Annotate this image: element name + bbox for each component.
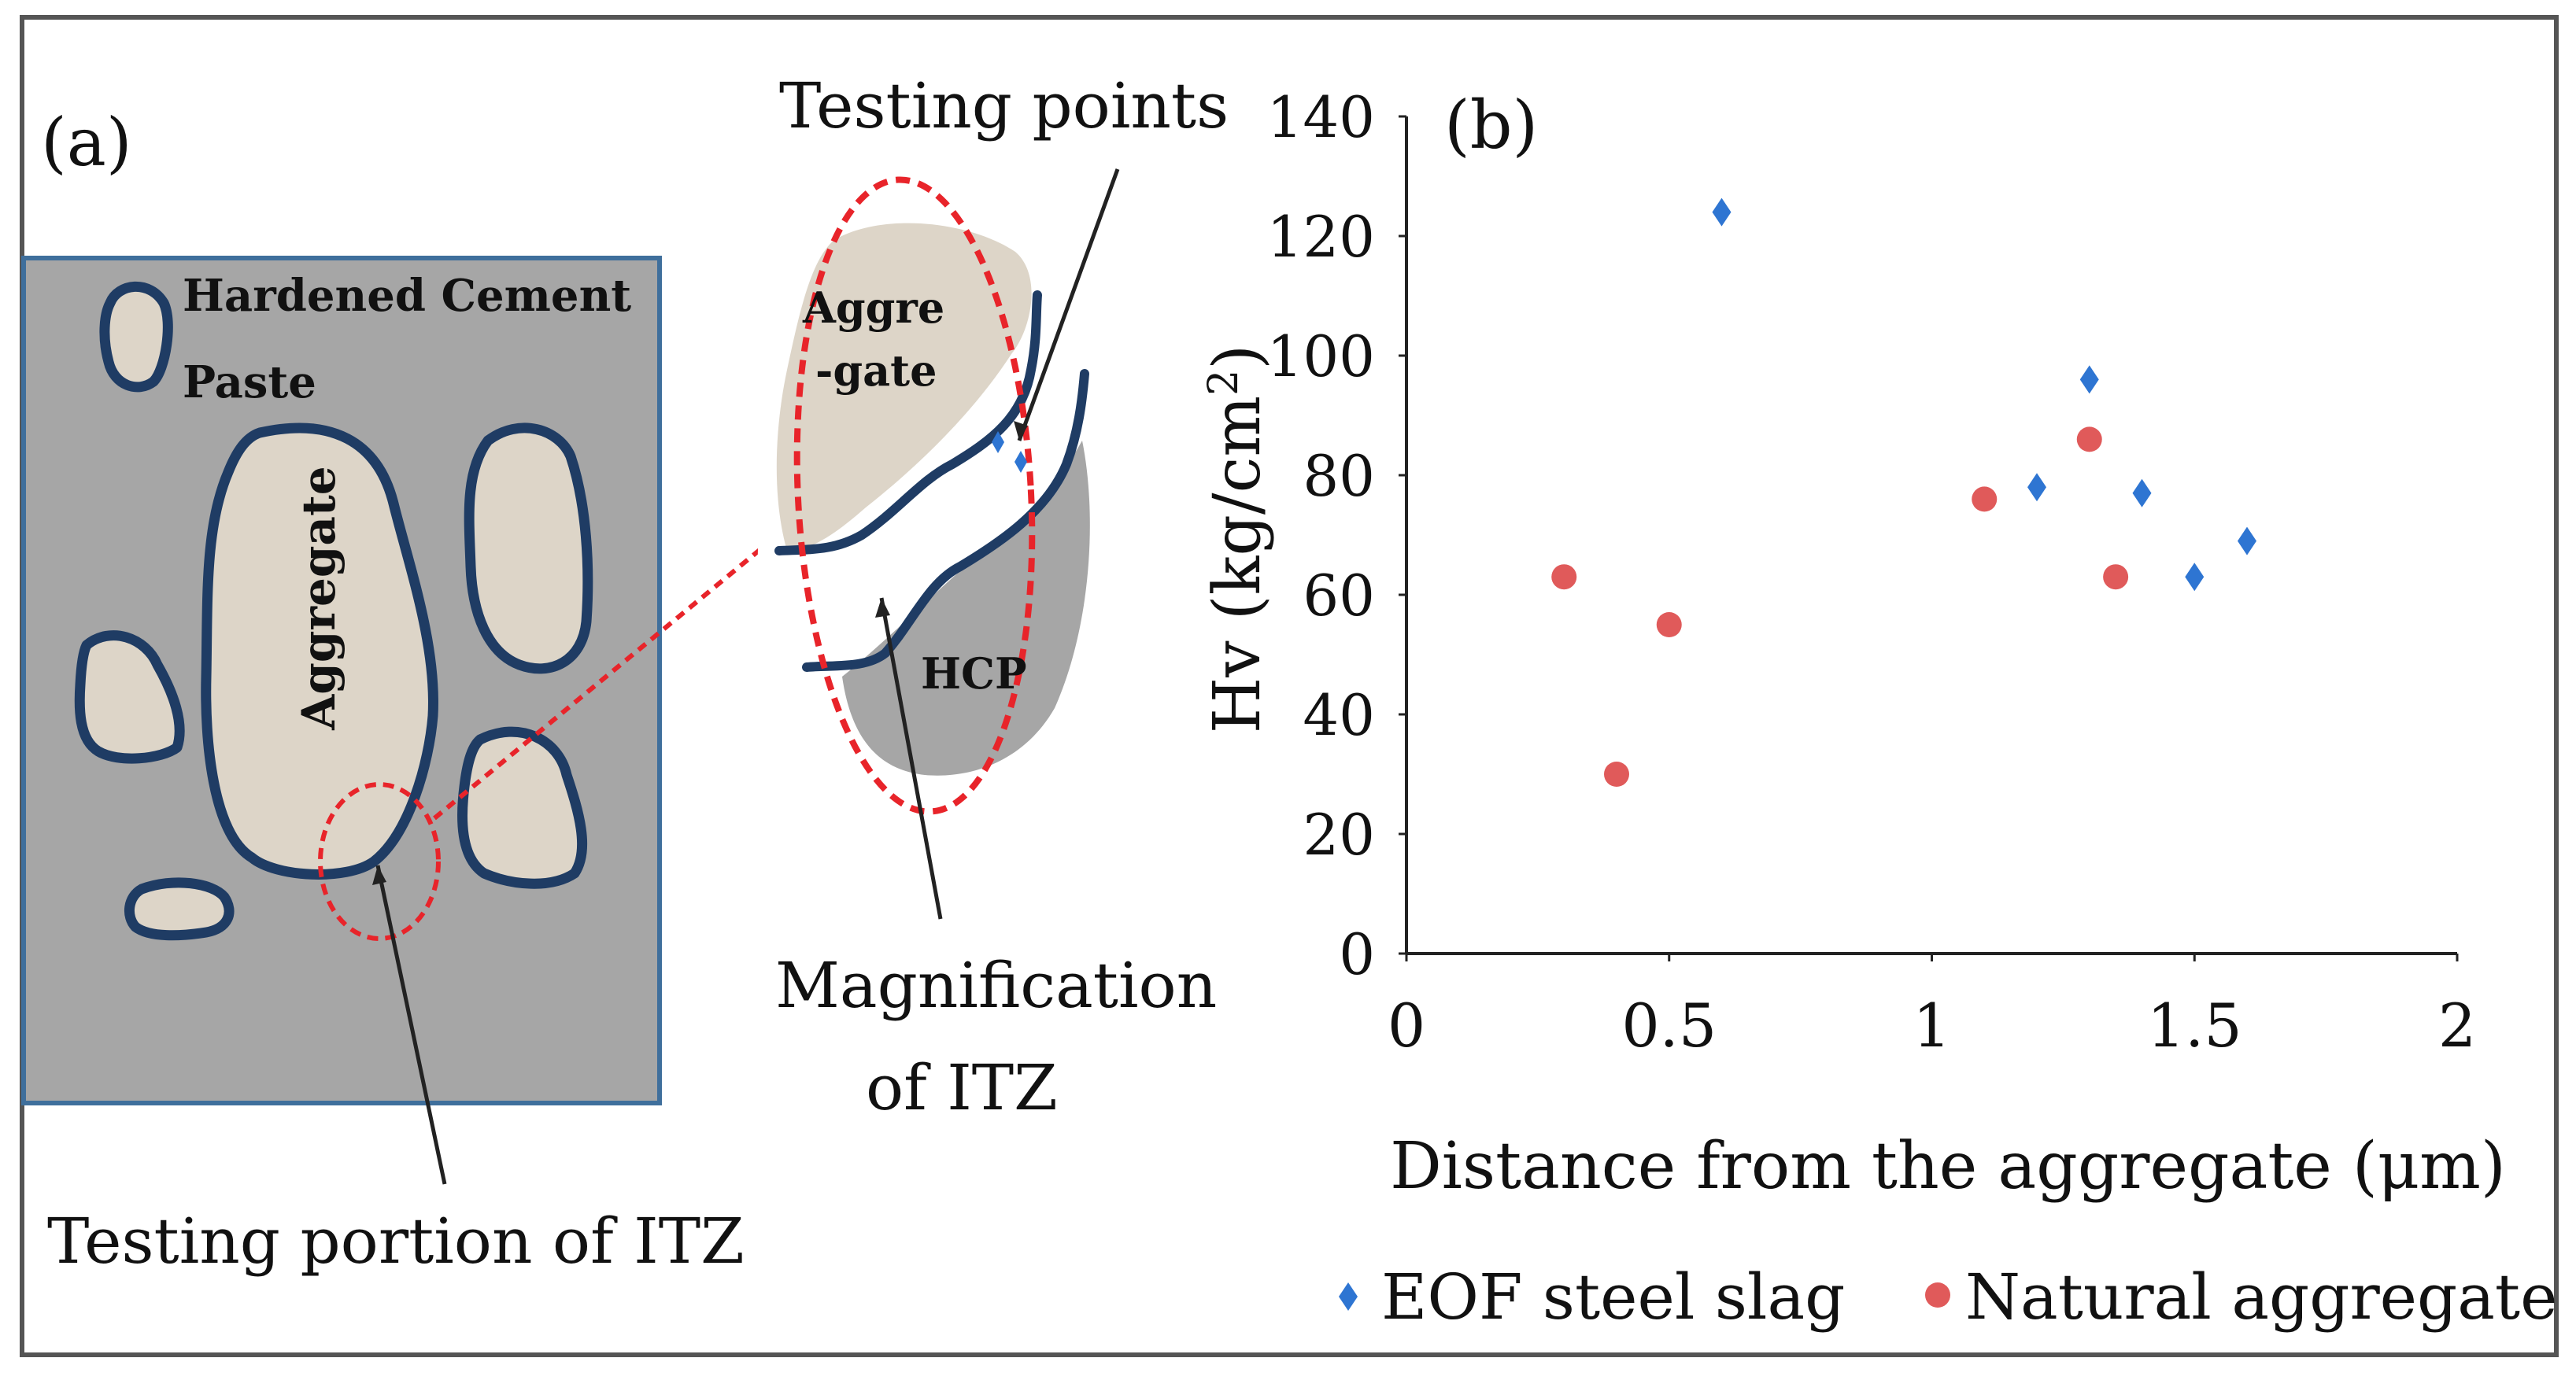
y-axis-title: Hv (kg/cm2) [1200,345,1275,733]
point-eof-steel-slag [2132,478,2152,507]
zoom-aggregate-region [776,223,1032,551]
legend-label-natural-aggregate: Natural aggregate [1965,1260,2557,1334]
testing-point-marker-1 [992,431,1004,453]
y-tick-label: 140 [1267,84,1375,150]
magnification-label-line1: Magnification [775,949,1217,1022]
testing-points-arrow [1017,168,1120,441]
legend: EOF steel slag Natural aggregate [1339,1260,2557,1334]
matrix-label-line2: Paste [183,356,316,408]
x-axis-ticks: 0 0.5 1 1.5 2 [1388,954,2476,1061]
testing-portion-circle [318,782,441,941]
y-tick-label: 60 [1303,563,1375,629]
y-tick-label: 80 [1303,443,1375,509]
point-natural-aggregate [1551,564,1577,590]
point-eof-steel-slag [2079,365,2099,394]
point-natural-aggregate [1972,486,1998,512]
testing-point-marker-2 [1015,451,1027,473]
legend-label-eof-steel-slag: EOF steel slag [1381,1260,1845,1334]
magnification-label-line2: of ITZ [866,1051,1058,1124]
itz-zoom-view: Aggre -gate HCP [757,170,1092,815]
y-tick-label: 40 [1303,682,1375,748]
data-points [1551,197,2256,787]
testing-portion-label: Testing portion of ITZ [47,1205,745,1278]
x-tick-label: 1 [1913,991,1950,1061]
y-axis-title-close: ) [1200,345,1275,370]
aggregate-bottom-small [124,877,235,941]
y-axis-title-superscript: 2 [1200,370,1247,396]
y-tick-label: 100 [1267,323,1375,389]
matrix-label-line1: Hardened Cement [183,270,631,322]
panel-b-label: (b) [1444,87,1538,164]
y-axis-ticks: 0 20 40 60 80 100 120 140 [1267,84,1406,987]
testing-points-label: Testing points [779,69,1229,142]
testing-points-arrowhead [1014,421,1028,441]
legend-marker-eof-steel-slag [1339,1282,1358,1311]
panel-b-chart: (b) 0 20 40 60 80 100 120 140 0 0.5 1 1.5 2 Hv (kg/… [1200,84,2557,1334]
x-tick-label: 1.5 [2147,991,2242,1061]
aggregate-large-center [201,422,438,880]
point-natural-aggregate [2103,564,2129,590]
magnification-arrowhead [875,598,890,618]
point-natural-aggregate [1604,762,1629,787]
point-eof-steel-slag [2027,473,2046,502]
point-natural-aggregate [1656,612,1682,637]
testing-portion-arrow [375,865,447,1185]
testing-portion-arrowhead [372,865,386,885]
y-axis-title-main: Hv (kg/cm [1200,396,1275,733]
x-axis-title: Distance from the aggregate (μm) [1390,1129,2506,1204]
point-natural-aggregate [2076,426,2102,452]
aggregate-left-middle [74,630,185,764]
legend-marker-natural-aggregate [1925,1282,1950,1308]
x-tick-label: 2 [2438,991,2476,1061]
point-eof-steel-slag [1712,197,1732,227]
itz-lower-boundary [802,369,1089,672]
y-tick-label: 20 [1303,802,1375,868]
zoom-aggregate-label-line1: Aggre [802,282,944,333]
itz-upper-boundary [774,290,1042,555]
aggregate-label: Aggregate [292,466,346,730]
itz-zoom-dashed-circle [793,176,1036,815]
y-tick-label: 0 [1339,921,1375,987]
zoom-connector-line [433,544,765,821]
x-tick-label: 0 [1388,991,1425,1061]
x-tick-label: 0.5 [1621,991,1717,1061]
zoom-aggregate-label-line2: -gate [815,345,937,396]
panel-a-label: (a) [41,104,132,181]
point-eof-steel-slag [2185,563,2205,592]
hcp-label: HCP [921,648,1027,699]
magnification-arrow [879,597,943,920]
point-eof-steel-slag [2238,526,2256,555]
y-tick-label: 120 [1267,204,1375,270]
aggregate-right-upper [464,422,593,674]
panel-a-schematic: (a) Hardened Cement Paste Aggregate [21,69,1229,1278]
zoom-hcp-region [842,441,1090,776]
aggregate-small-top [99,281,173,393]
